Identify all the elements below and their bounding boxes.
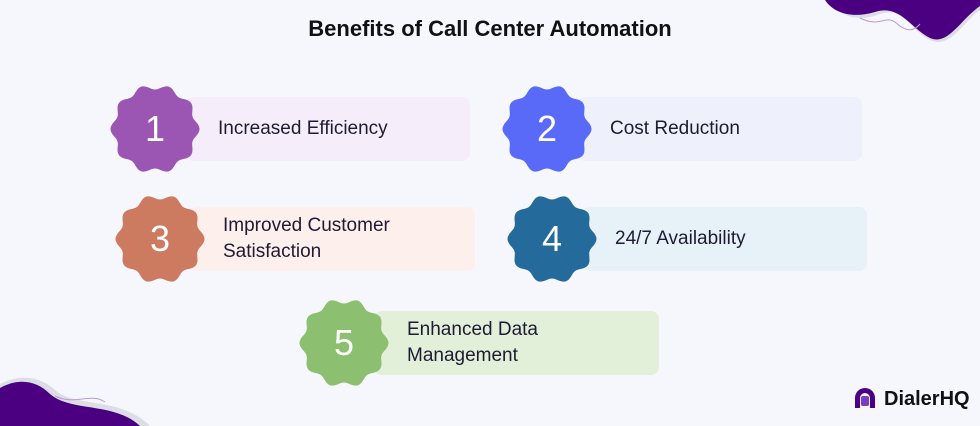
scalloped-badge — [299, 298, 389, 388]
benefit-item-3: Improved Customer Satisfaction 3 — [115, 194, 495, 284]
bottom-left-wave-decoration — [0, 377, 150, 426]
benefit-number: 5 — [333, 322, 355, 363]
dialerhq-logo: DialerHQ — [852, 386, 970, 412]
benefit-card — [190, 207, 475, 271]
benefit-label: Improved Customer Satisfaction — [223, 215, 390, 262]
top-right-wave-decoration — [825, 0, 980, 43]
benefit-card — [374, 311, 659, 375]
benefit-label: Increased Efficiency — [218, 118, 388, 139]
scalloped-badge — [115, 194, 205, 284]
benefit-item-1: Increased Efficiency 1 — [110, 84, 490, 174]
benefit-number: 3 — [149, 218, 171, 259]
benefit-card — [577, 97, 862, 161]
benefit-number: 4 — [541, 218, 563, 259]
logo-text: DialerHQ — [884, 387, 970, 410]
benefit-number: 1 — [144, 108, 166, 149]
benefit-item-4: 24/7 Availability 4 — [507, 194, 887, 284]
scalloped-badge — [110, 84, 200, 174]
benefit-card — [582, 207, 867, 271]
logo-icon — [855, 388, 875, 408]
benefit-label: Enhanced Data Management — [407, 319, 538, 366]
scalloped-badge — [507, 194, 597, 284]
scalloped-badge — [502, 84, 592, 174]
benefit-item-2: Cost Reduction 2 — [502, 84, 882, 174]
benefit-number: 2 — [536, 108, 558, 149]
benefit-label: 24/7 Availability — [615, 228, 746, 249]
page-title: Benefits of Call Center Automation — [308, 16, 672, 41]
benefit-item-5: Enhanced Data Management 5 — [299, 298, 679, 388]
benefit-label: Cost Reduction — [610, 118, 740, 139]
benefit-card — [185, 97, 470, 161]
